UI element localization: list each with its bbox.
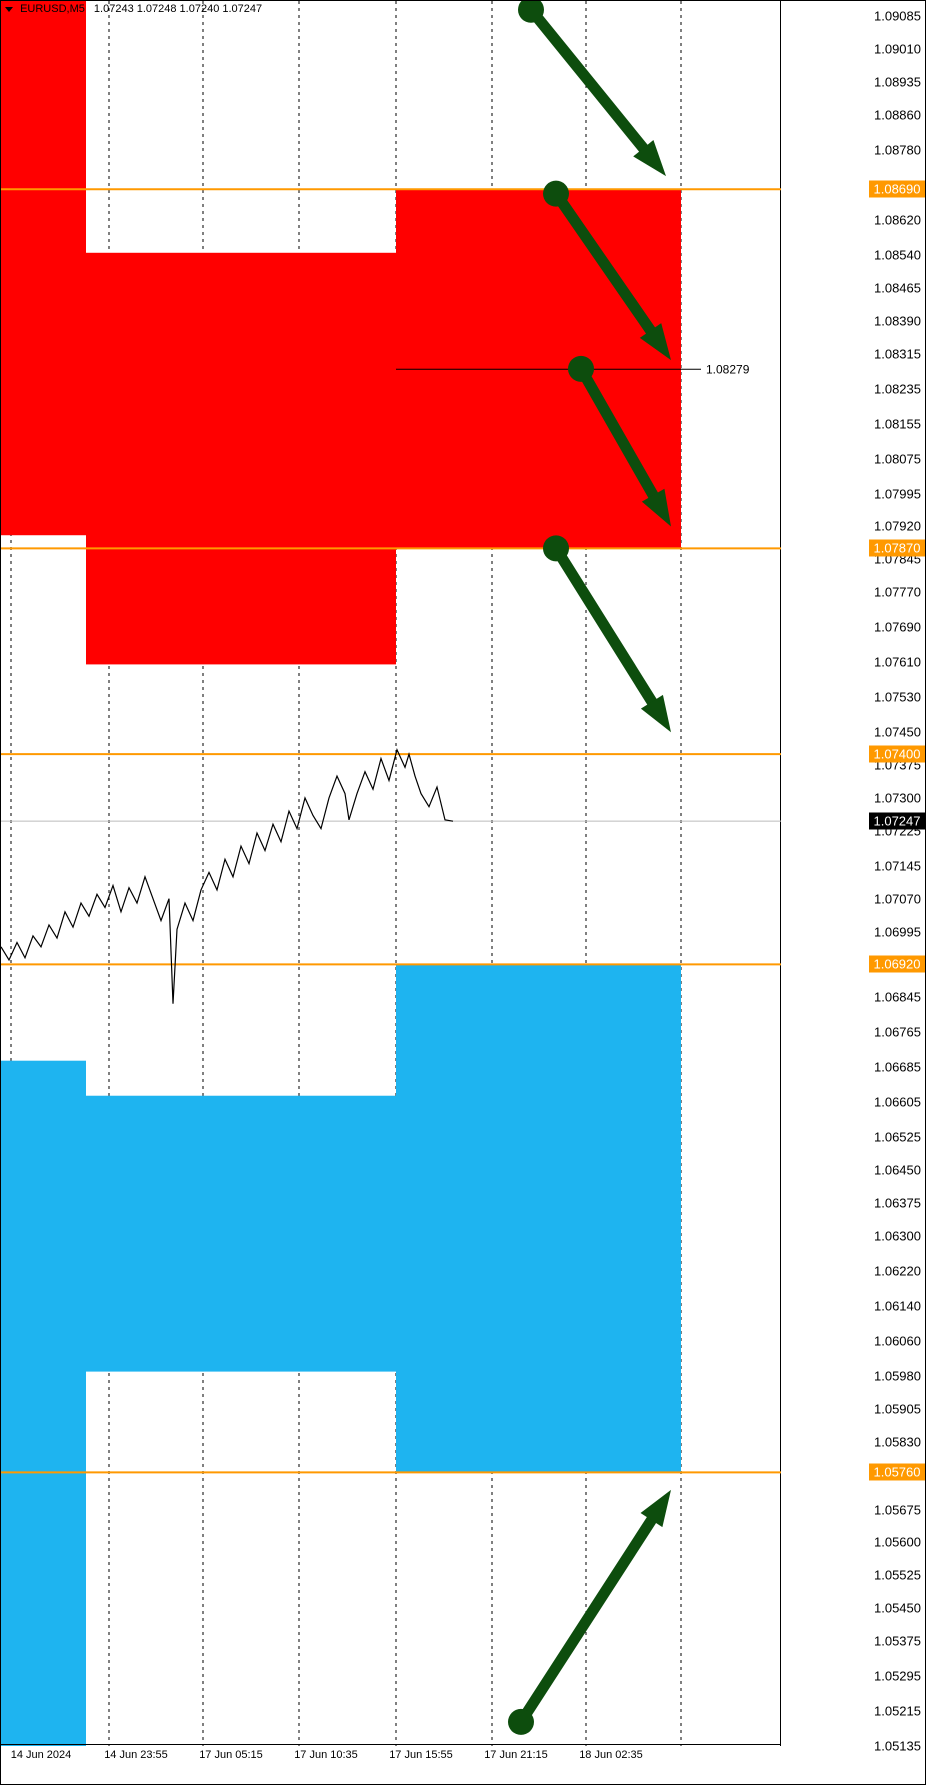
y-tick-label: 1.09010 (874, 42, 921, 57)
y-tick-label: 1.05980 (874, 1368, 921, 1383)
y-tick-label: 1.07995 (874, 486, 921, 501)
y-tick-label: 1.05375 (874, 1633, 921, 1648)
y-tick-label: 1.06375 (874, 1196, 921, 1211)
y-tick-label: 1.06140 (874, 1298, 921, 1313)
y-tick-label: 1.06765 (874, 1025, 921, 1040)
y-tick-label: 1.05675 (874, 1502, 921, 1517)
y-tick-label: 1.07450 (874, 725, 921, 740)
symbol-label: EURUSD,M5 (20, 3, 85, 15)
y-tick-label: 1.05295 (874, 1668, 921, 1683)
y-tick-label: 1.06605 (874, 1095, 921, 1110)
y-tick-label: 1.06060 (874, 1333, 921, 1348)
y-tick-label: 1.05525 (874, 1568, 921, 1583)
trading-chart[interactable]: EURUSD,M5 1.07243 1.07248 1.07240 1.0724… (0, 0, 926, 1785)
price-level-tag: 1.07400 (869, 746, 925, 763)
y-tick-label: 1.05600 (874, 1535, 921, 1550)
x-tick-label: 14 Jun 2024 (11, 1749, 72, 1761)
y-tick-label: 1.08540 (874, 247, 921, 262)
y-tick-label: 1.06450 (874, 1163, 921, 1178)
current-price-tag: 1.07247 (869, 813, 925, 830)
y-tick-label: 1.06685 (874, 1060, 921, 1075)
plot-area[interactable]: 1.08279 (1, 1, 781, 1746)
price-level-tag: 1.06920 (869, 956, 925, 973)
price-level-tag: 1.07870 (869, 540, 925, 557)
y-tick-label: 1.08620 (874, 212, 921, 227)
y-tick-label: 1.06220 (874, 1263, 921, 1278)
y-tick-label: 1.08465 (874, 280, 921, 295)
y-tick-label: 1.06525 (874, 1130, 921, 1145)
y-tick-label: 1.08155 (874, 416, 921, 431)
y-tick-label: 1.05450 (874, 1601, 921, 1616)
y-tick-label: 1.08935 (874, 75, 921, 90)
plot-svg: 1.08279 (1, 1, 781, 1746)
x-tick-label: 17 Jun 10:35 (294, 1749, 358, 1761)
y-tick-label: 1.07770 (874, 585, 921, 600)
y-tick-label: 1.07920 (874, 519, 921, 534)
y-tick-label: 1.08235 (874, 381, 921, 396)
y-tick-label: 1.06845 (874, 990, 921, 1005)
price-level-tag: 1.08690 (869, 181, 925, 198)
ohlc-label: 1.07243 1.07248 1.07240 1.07247 (94, 3, 262, 15)
svg-text:1.08279: 1.08279 (706, 362, 750, 376)
x-tick-label: 18 Jun 02:35 (579, 1749, 643, 1761)
y-tick-label: 1.06995 (874, 924, 921, 939)
y-tick-label: 1.05905 (874, 1401, 921, 1416)
y-tick-label: 1.08075 (874, 451, 921, 466)
y-tick-label: 1.07300 (874, 790, 921, 805)
y-tick-label: 1.07610 (874, 655, 921, 670)
y-tick-label: 1.08860 (874, 107, 921, 122)
x-tick-label: 14 Jun 23:55 (104, 1749, 168, 1761)
x-tick-label: 17 Jun 21:15 (484, 1749, 548, 1761)
price-level-tag: 1.05760 (869, 1464, 925, 1481)
y-tick-label: 1.09085 (874, 9, 921, 24)
y-tick-label: 1.07070 (874, 891, 921, 906)
y-tick-label: 1.08315 (874, 346, 921, 361)
y-tick-label: 1.05830 (874, 1434, 921, 1449)
y-tick-label: 1.06300 (874, 1228, 921, 1243)
x-tick-label: 17 Jun 15:55 (389, 1749, 453, 1761)
y-tick-label: 1.05215 (874, 1703, 921, 1718)
y-tick-label: 1.05135 (874, 1739, 921, 1754)
chart-header: EURUSD,M5 1.07243 1.07248 1.07240 1.0724… (5, 3, 262, 15)
y-tick-label: 1.07530 (874, 690, 921, 705)
y-axis: 1.09085 1.09010 1.08935 1.08860 1.08780 1.086… (779, 1, 925, 1746)
x-axis: 14 Jun 2024 14 Jun 23:55 17 Jun 05:15 17 Ju… (1, 1744, 781, 1784)
x-tick-label: 17 Jun 05:15 (199, 1749, 263, 1761)
y-tick-label: 1.08780 (874, 142, 921, 157)
symbol-dropdown-icon[interactable] (5, 7, 13, 12)
y-tick-label: 1.08390 (874, 313, 921, 328)
y-tick-label: 1.07145 (874, 858, 921, 873)
y-tick-label: 1.07690 (874, 620, 921, 635)
